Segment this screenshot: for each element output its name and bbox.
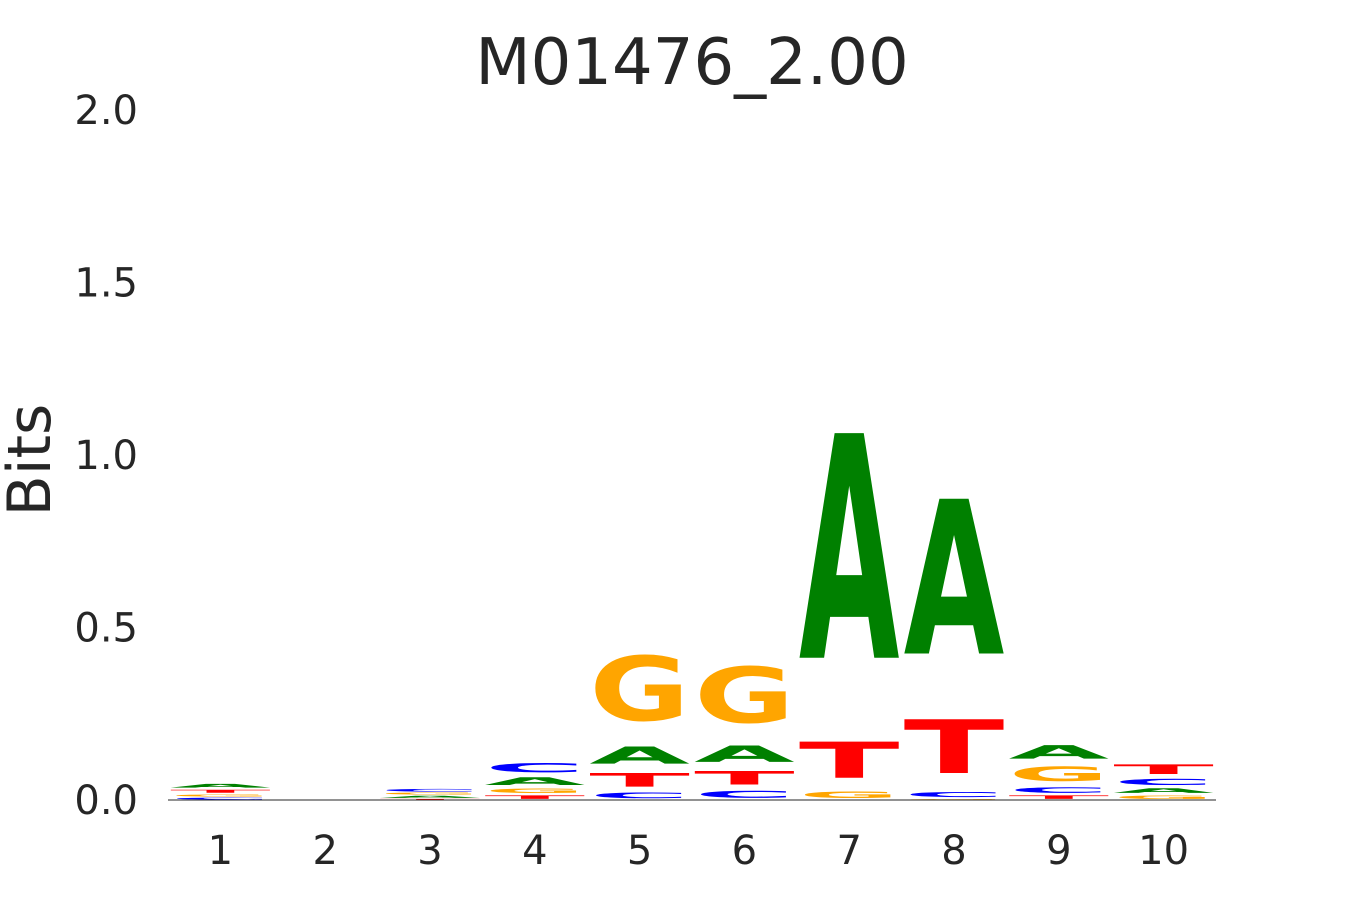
y-axis-label: Bits	[0, 404, 65, 517]
x-tick-label: 9	[1046, 828, 1071, 874]
logo-stack-7: GTA	[799, 372, 900, 800]
logo-letter-A: A	[484, 775, 585, 787]
x-tick-label: 8	[941, 828, 966, 874]
logo-letter-T: T	[380, 799, 481, 800]
logo-letter-C: C	[694, 789, 795, 800]
logo-letter-A: A	[799, 372, 900, 730]
logo-letter-T: T	[484, 794, 585, 800]
logo-letter-A: A	[904, 457, 1005, 704]
logo-letter-A: A	[1113, 787, 1214, 795]
logo-letter-C: C	[170, 797, 271, 800]
x-tick-label: 6	[732, 828, 757, 874]
logo-letter-G: G	[799, 790, 900, 800]
logo-letter-T: T	[170, 789, 271, 794]
y-tick-label: 1.0	[74, 433, 138, 479]
x-tick-label: 2	[312, 828, 337, 874]
logo-letter-C: C	[589, 791, 690, 800]
logo-letter-T: T	[799, 732, 900, 790]
logo-letter-G: G	[904, 799, 1005, 800]
logo-letter-G: G	[589, 639, 690, 742]
x-tick-label: 7	[836, 828, 861, 874]
logo-letter-T: T	[694, 767, 795, 789]
y-tick-label: 0.5	[74, 606, 138, 652]
logo-letter-A: A	[694, 741, 795, 767]
y-tick-label: 2.0	[74, 88, 138, 134]
x-tick-label: 4	[522, 828, 547, 874]
logo-letter-G: G	[380, 792, 481, 795]
logo-letter-C: C	[484, 761, 585, 775]
x-tick-label: 1	[208, 828, 233, 874]
logo-letter-A: A	[1008, 741, 1109, 763]
x-tick-label: 3	[417, 828, 442, 874]
logo-letter-A: A	[170, 783, 271, 789]
logo-letter-A: A	[380, 795, 481, 798]
logo-letter-G: G	[694, 652, 795, 741]
x-tick-label: 5	[627, 828, 652, 874]
logo-letter-G: G	[1113, 795, 1214, 800]
logo-letter-G: G	[484, 788, 585, 795]
logo-letter-A: A	[589, 742, 690, 770]
logo-letter-T: T	[904, 705, 1005, 790]
logo-letter-T: T	[1113, 762, 1214, 777]
x-axis-ticks: 1 2 3 4 5 6 7 8 9 10	[208, 828, 1189, 874]
logo-letter-C: C	[904, 791, 1005, 799]
logo-letter-C: C	[380, 788, 481, 792]
logo-letter-G: G	[170, 794, 271, 797]
logo-letter-C: C	[1113, 777, 1214, 787]
logo-letter-T: T	[1008, 794, 1109, 800]
logo-letter-C: C	[1008, 786, 1109, 795]
y-tick-label: 1.5	[74, 261, 138, 307]
logo-letter-G: G	[1008, 763, 1109, 786]
x-tick-label: 10	[1138, 828, 1189, 874]
y-tick-label: 0.0	[74, 778, 138, 824]
y-axis-ticks: 0.0 0.5 1.0 1.5 2.0	[74, 88, 138, 824]
chart-title: M01476_2.00	[475, 26, 908, 100]
logo-letter-T: T	[589, 769, 690, 791]
